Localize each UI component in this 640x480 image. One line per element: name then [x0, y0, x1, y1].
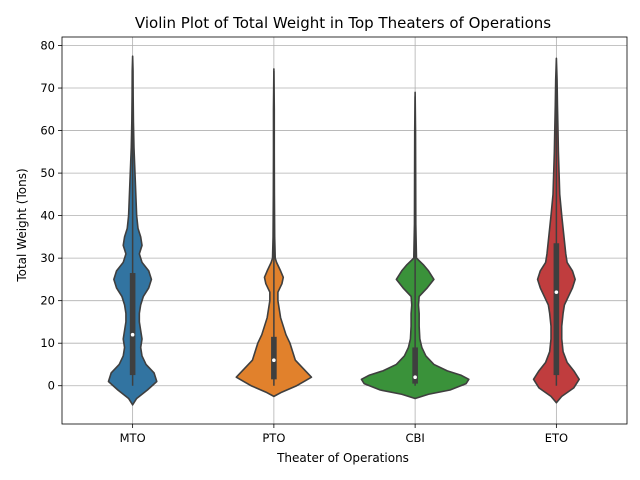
y-tick-label: 40 — [40, 209, 55, 223]
iqr-box — [129, 273, 136, 376]
median-point — [413, 375, 417, 380]
median-point — [554, 290, 559, 294]
x-axis-ticks: MTO PTO CBI ETO — [120, 424, 568, 445]
y-tick-label: 70 — [40, 81, 55, 95]
violin-mto — [107, 55, 158, 406]
x-axis-label: Theater of Operations — [276, 451, 409, 465]
median-point — [272, 358, 276, 363]
y-tick-label: 30 — [40, 251, 55, 265]
x-tick-label: ETO — [545, 431, 568, 445]
y-axis-label: Total Weight (Tons) — [15, 168, 29, 282]
violins — [107, 55, 580, 406]
plot-frame — [61, 36, 628, 425]
y-tick-label: 60 — [40, 124, 55, 138]
y-tick-label: 0 — [48, 379, 55, 393]
x-tick-label: PTO — [262, 431, 285, 445]
y-tick-label: 10 — [40, 336, 55, 350]
y-tick-label: 50 — [40, 166, 55, 180]
y-axis-ticks: 0 10 20 30 40 50 60 70 80 — [40, 39, 62, 393]
chart-title: Violin Plot of Total Weight in Top Theat… — [135, 14, 551, 32]
x-tick-label: CBI — [405, 431, 424, 445]
violin-eto — [532, 57, 580, 404]
median-point — [130, 332, 135, 337]
y-tick-label: 20 — [40, 294, 55, 308]
violin-cbi — [360, 91, 470, 400]
x-tick-label: MTO — [120, 431, 146, 445]
iqr-box — [271, 336, 277, 380]
iqr-box — [412, 347, 418, 384]
violin-pto — [235, 68, 313, 398]
iqr-box — [553, 243, 560, 376]
y-tick-label: 80 — [40, 39, 55, 53]
